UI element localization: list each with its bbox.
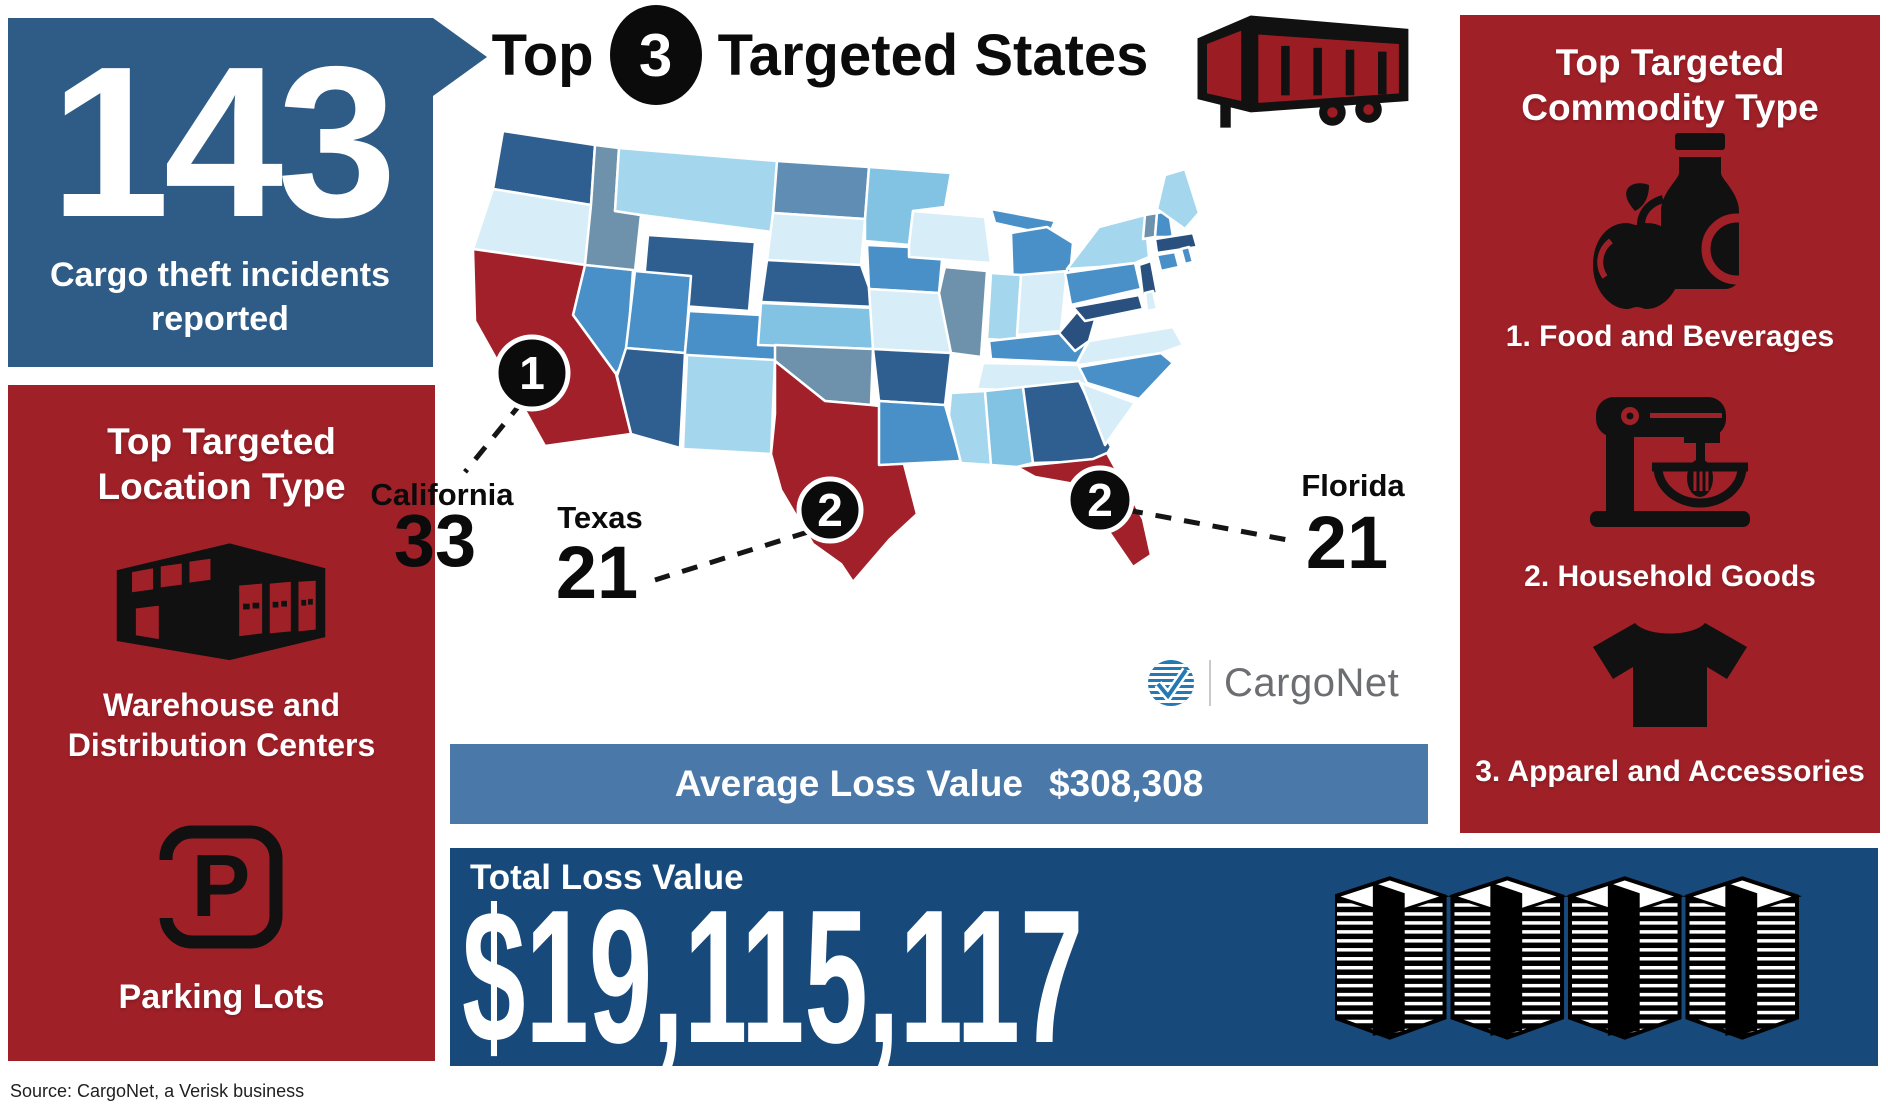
california-value: 33 xyxy=(394,499,476,582)
total-loss-label: Total Loss Value xyxy=(470,858,744,897)
florida-callout-line xyxy=(1126,507,1289,543)
warehouse-icon xyxy=(116,543,326,661)
tshirt-icon xyxy=(1593,623,1747,727)
source-note: Source: CargoNet, a Verisk business xyxy=(10,1081,305,1101)
location-panel-title: Top Targeted Location Type xyxy=(97,421,346,508)
location-item-parking: Parking Lots xyxy=(118,978,325,1016)
incident-count-label: Cargo theft incidents reported xyxy=(49,256,391,338)
florida-label: Florida xyxy=(1301,468,1405,503)
rank-number-california: 1 xyxy=(519,347,545,399)
commodity-item-3: 3. Apparel and Accessories xyxy=(1475,755,1865,788)
count-oval-badge: 3 xyxy=(609,5,702,105)
incident-count: 143 xyxy=(50,21,397,262)
rank-circle-texas xyxy=(796,476,864,544)
commodity-item-1: 1. Food and Beverages xyxy=(1505,320,1835,353)
title-suffix: Targeted States xyxy=(717,22,1149,88)
average-loss-bar: Average Loss Value $308,308 xyxy=(450,744,1428,824)
state-KS xyxy=(756,301,877,351)
texas-callout-line xyxy=(654,529,809,583)
state-IN xyxy=(985,271,1023,343)
state-AZ xyxy=(615,346,687,450)
commodity-panel: Top Targeted Commodity Type 1. Food and … xyxy=(1460,15,1880,833)
state-OH xyxy=(1015,269,1069,337)
svg-text:P: P xyxy=(192,836,251,935)
california-callout-line xyxy=(463,400,524,474)
cargonet-globe-icon xyxy=(1148,660,1194,706)
state-ME xyxy=(1155,167,1201,231)
location-item-warehouse: Warehouse and Distribution Centers xyxy=(67,687,376,763)
state-SD xyxy=(765,211,867,267)
state-ND xyxy=(771,159,871,221)
stand-mixer-icon xyxy=(1590,397,1750,527)
commodity-panel-title: Top Targeted Commodity Type xyxy=(1521,42,1819,129)
money-stacks-icon xyxy=(1335,876,1800,1040)
florida-value: 21 xyxy=(1306,501,1388,584)
top-count: 3 xyxy=(638,21,673,89)
state-NM xyxy=(681,353,777,456)
callout-arrow-icon xyxy=(433,18,487,96)
rank-markers: 1 2 2 xyxy=(493,334,1135,544)
state-NY xyxy=(1065,213,1151,271)
state-NJ xyxy=(1137,259,1159,299)
state-VA xyxy=(1075,325,1185,367)
title-prefix: Top xyxy=(491,22,594,88)
texas-value: 21 xyxy=(556,531,638,614)
logo-divider xyxy=(1209,660,1211,706)
average-loss-label: Average Loss Value xyxy=(674,763,1023,804)
rank-number-florida: 2 xyxy=(1087,474,1113,526)
commodity-item-2: 2. Household Goods xyxy=(1524,560,1816,593)
california-label: California xyxy=(371,477,515,512)
location-panel: Top Targeted Location Type Warehouse and… xyxy=(8,385,435,1061)
states-group xyxy=(471,129,1201,584)
state-AR xyxy=(871,347,953,407)
rank-circle-california xyxy=(493,334,571,412)
total-loss-box: Total Loss Value $19,115,117 xyxy=(450,848,1878,1072)
parking-icon: P xyxy=(156,825,283,949)
state-callout-labels: California 33 Texas 21 Florida 21 xyxy=(371,468,1406,614)
state-MT xyxy=(613,146,779,234)
map-title: Top 3 Targeted States xyxy=(440,4,1200,106)
texas-label: Texas xyxy=(557,500,643,535)
state-RI xyxy=(1179,245,1195,266)
state-IL xyxy=(937,265,989,359)
rank-circle-florida xyxy=(1065,465,1135,535)
state-MD xyxy=(1071,293,1145,323)
state-NE xyxy=(759,258,878,309)
cargonet-logo: CargoNet xyxy=(1146,656,1399,710)
food-beverages-icon xyxy=(1593,133,1765,309)
state-MS xyxy=(947,389,993,467)
cargo-trailer-icon xyxy=(1197,15,1409,128)
incidents-stat-box: 143 Cargo theft incidents reported xyxy=(8,18,433,367)
callout-lines xyxy=(463,400,1289,583)
state-WI xyxy=(907,209,993,265)
state-DE xyxy=(1143,289,1159,313)
average-loss-value: $308,308 xyxy=(1048,763,1204,804)
us-choropleth-map: 1 2 2 California 33 Texas 21 Florida 21 xyxy=(371,129,1406,614)
total-loss-value: $19,115,117 xyxy=(462,871,1084,1083)
state-UT xyxy=(624,269,693,355)
state-MO xyxy=(867,287,953,355)
state-CT xyxy=(1155,250,1181,273)
logo-wordmark: CargoNet xyxy=(1224,660,1400,705)
rank-number-texas: 2 xyxy=(817,484,843,536)
state-SC xyxy=(1079,381,1137,447)
